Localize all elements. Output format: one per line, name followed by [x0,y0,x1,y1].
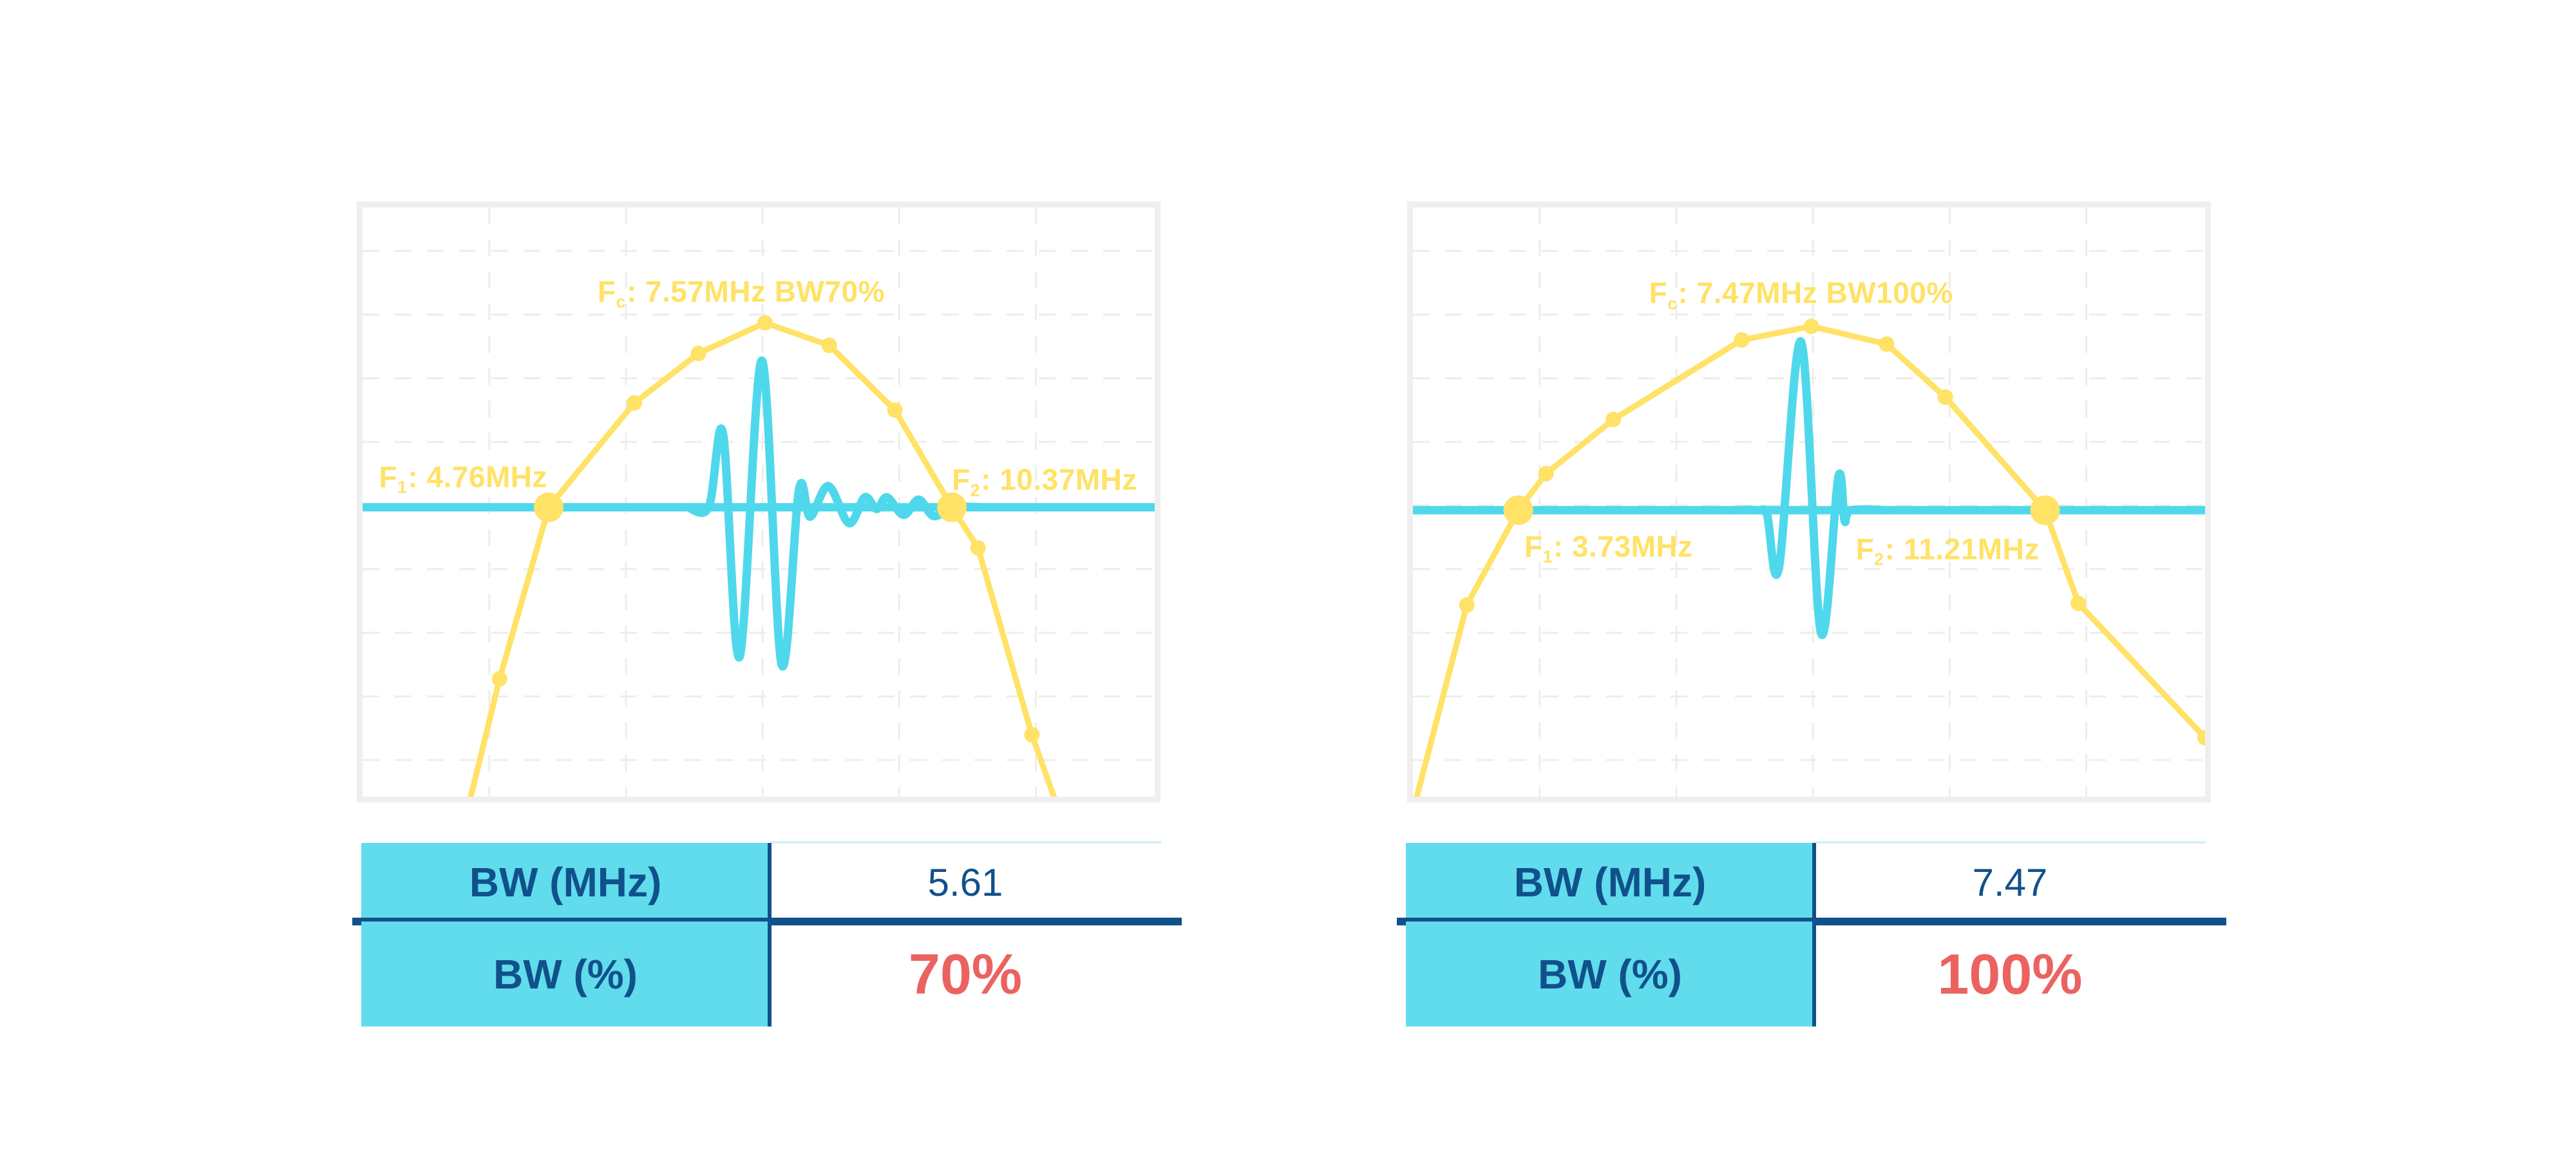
table-column-divider [768,843,772,1026]
table-row: BW (MHz) 5.61 [361,843,1161,922]
table-row: BW (%) 100% [1406,922,2206,1026]
crossing-dot [534,492,564,522]
pulse-waveform [1725,337,1893,639]
spectrum-dot [1734,332,1750,348]
table-top-border [770,841,1161,844]
table-row: BW (MHz) 7.47 [1406,843,2206,922]
bw-pct-value: 70% [908,941,1023,1006]
crossing-dot [1503,495,1533,525]
bw-mhz-value: 5.61 [927,860,1003,904]
spectrum-chart-left: Fc: 7.57MHz BW70% F1: 4.76MHz F2: 10.37MHz [357,202,1160,802]
spectrum-dot [757,315,773,331]
bw-pct-value: 100% [1937,941,2083,1006]
table-top-border [1814,841,2206,844]
bw-table-right: BW (MHz) 7.47 BW (%) 100% [1397,841,2226,1026]
spectrum-dot [887,402,903,418]
spectrum-chart-right: Fc: 7.47MHz BW100% F1: 3.73MHz F2: 11.21MH… [1407,202,2211,802]
spectrum-dot [2070,595,2087,611]
crossing-dot [2030,495,2060,525]
spectrum-plot-right [1413,207,2205,797]
bw-pct-label-cell: BW (%) [361,922,770,1026]
spectrum-dot [1605,411,1622,428]
spectrum-dot [1803,318,1819,334]
spectrum-curve [468,319,1057,797]
spectrum-dot [2197,730,2205,746]
spectrum-dot [821,337,837,354]
bw-mhz-value: 7.47 [1972,860,2048,904]
bw-mhz-label-cell: BW (MHz) [361,843,770,922]
spectrum-plot-left [363,207,1155,797]
spectrum-dot [1538,466,1554,482]
bw-pct-label-cell: BW (%) [1406,922,1814,1026]
spectrum-dot [491,671,507,686]
pulse-waveform [683,356,985,671]
bw-mhz-label-cell: BW (MHz) [1406,843,1814,922]
spectrum-curve [1414,323,2205,797]
table-column-divider [1812,843,1816,1026]
bw-table-left: BW (MHz) 5.61 BW (%) 70% [352,841,1182,1026]
spectrum-dot [1879,336,1895,352]
spectrum-dot [690,345,706,361]
spectrum-dot [626,395,642,411]
crossing-dot [937,492,967,522]
table-row: BW (%) 70% [361,922,1161,1026]
spectrum-dot [1937,389,1953,405]
spectrum-dot [1024,726,1040,743]
spectrum-dot [1459,597,1475,613]
spectrum-dot [970,540,986,556]
